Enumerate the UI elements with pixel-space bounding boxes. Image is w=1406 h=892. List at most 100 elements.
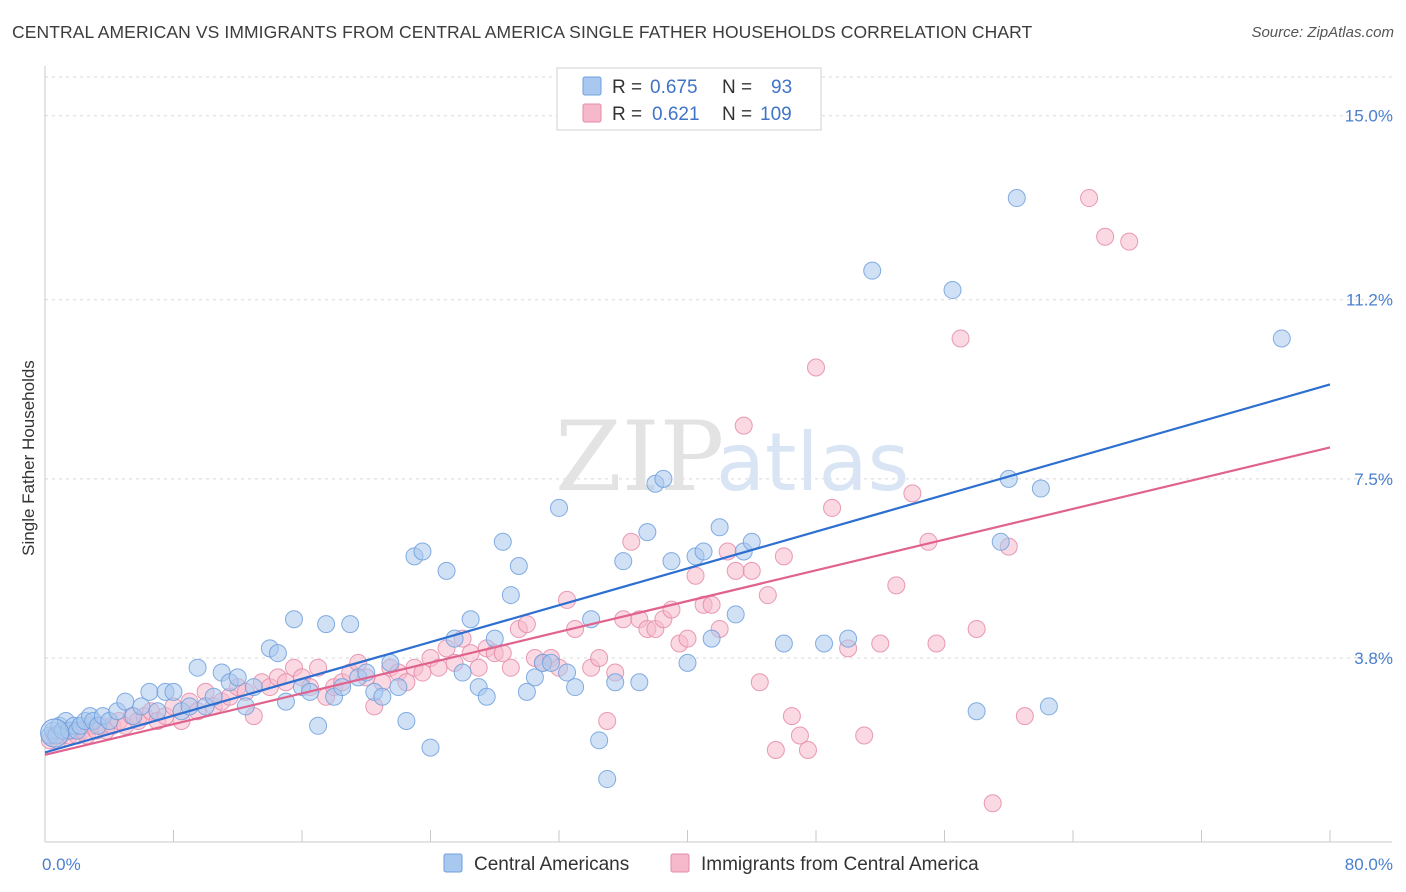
trend-layer (44, 383, 1331, 756)
central-americans-point (614, 552, 633, 571)
central-americans-point (694, 542, 713, 561)
immigrants-point (702, 595, 721, 614)
immigrants-point (855, 726, 874, 745)
central-americans-point (678, 653, 697, 672)
y-axis-title: Single Father Households (19, 360, 38, 556)
central-americans-point (341, 615, 360, 634)
central-americans-point (558, 663, 577, 682)
x-tick-label-max: 80.0% (1345, 855, 1393, 874)
central-americans-point (726, 605, 745, 624)
central-americans-point (541, 653, 560, 672)
immigrants-point (1080, 189, 1099, 208)
central-americans-point (1007, 189, 1026, 208)
immigrants-point (903, 484, 922, 503)
immigrants-point (678, 629, 697, 648)
immigrants-point (614, 610, 633, 629)
central-americans-point (493, 532, 512, 551)
immigrants-point (798, 741, 817, 760)
central-americans-point (268, 644, 287, 663)
central-americans-point (284, 610, 303, 629)
series-legend-label-pink: Immigrants from Central America (701, 854, 979, 875)
immigrants-point (871, 634, 890, 653)
central-americans-point (188, 658, 207, 677)
legend-n-value-pink: 109 (760, 104, 792, 125)
legend-r-label: R = (612, 104, 642, 125)
series-legend-swatch-blue (443, 853, 463, 873)
central-americans-point (967, 702, 986, 721)
immigrants-point (598, 711, 617, 730)
legend-n-label: N = (722, 104, 752, 125)
central-americans-point (839, 629, 858, 648)
central-americans-point (140, 682, 159, 701)
y-tick-label: 11.2% (1346, 291, 1393, 310)
central-americans-point (477, 687, 496, 706)
central-americans-point (389, 678, 408, 697)
central-americans-point (485, 629, 504, 648)
immigrants-point (734, 416, 753, 435)
immigrants-point (686, 566, 705, 585)
immigrants-point (469, 658, 488, 677)
immigrants-point (782, 707, 801, 726)
central-americans-point (413, 542, 432, 561)
central-americans-point (606, 673, 625, 692)
central-americans-trendline (44, 383, 1331, 754)
legend-r-label: R = (612, 77, 642, 98)
immigrants-trendline (44, 446, 1331, 756)
immigrants-point (790, 726, 809, 745)
legend-r-value-blue: 0.675 (650, 77, 698, 98)
central-americans-point (654, 469, 673, 488)
central-americans-point (317, 615, 336, 634)
immigrants-point (823, 498, 842, 517)
legend-r-value-pink: 0.621 (652, 104, 700, 125)
source-label: Source: ZipAtlas.com (1251, 24, 1394, 41)
central-americans-point (148, 702, 167, 721)
watermark-zip: ZIP (555, 401, 724, 513)
y-tick-label: 15.0% (1345, 107, 1393, 126)
immigrants-point (766, 741, 785, 760)
central-americans-point (815, 634, 834, 653)
central-americans-point (943, 281, 962, 300)
chart-title: CENTRAL AMERICAN VS IMMIGRANTS FROM CENT… (12, 22, 1033, 42)
y-tick-label: 7.5% (1354, 470, 1393, 489)
central-americans-point (550, 498, 568, 517)
series-legend-swatch-pink (670, 853, 690, 873)
grid-layer (45, 76, 1392, 659)
legend-n-value-blue: 93 (771, 77, 792, 98)
central-americans-point (1031, 479, 1050, 498)
stats-legend: R = 0.675 N = 93 R = 0.621 N = 109 (556, 67, 822, 131)
labels-layer: 3.8% 7.5% 11.2% 15.0% 0.0% 80.0% (42, 107, 1393, 874)
central-americans-point (421, 738, 440, 757)
central-americans-point (598, 770, 617, 789)
immigrants-point (951, 329, 970, 348)
y-tick-label: 3.8% (1354, 649, 1393, 668)
central-americans-point (774, 634, 793, 653)
central-americans-point (381, 653, 400, 672)
immigrants-point (590, 649, 609, 668)
central-americans-point (662, 552, 681, 571)
x-tick-label-min: 0.0% (42, 855, 81, 874)
central-americans-cluster-point (40, 718, 70, 748)
central-americans-point (991, 532, 1010, 551)
immigrants-point (1120, 232, 1139, 251)
central-americans-point (437, 561, 456, 580)
immigrants-point (983, 794, 1002, 813)
immigrants-point (807, 358, 825, 377)
central-americans-point (333, 678, 352, 697)
central-americans-point (710, 518, 729, 537)
legend-n-label: N = (722, 77, 752, 98)
central-americans-point (509, 557, 528, 576)
series-legend-label-blue: Central Americans (474, 854, 629, 875)
immigrants-point (1015, 707, 1034, 726)
immigrants-point (558, 590, 577, 609)
immigrants-point (750, 673, 769, 692)
immigrants-point (622, 532, 641, 551)
central-americans-point (590, 731, 609, 750)
central-americans-point (638, 523, 657, 542)
immigrants-point (887, 576, 906, 595)
legend-swatch-pink (582, 103, 602, 123)
central-americans-point (373, 687, 392, 706)
central-americans-point (566, 678, 585, 697)
central-americans-point (501, 586, 520, 605)
axes-layer (44, 66, 1392, 843)
central-americans-point (228, 668, 247, 687)
